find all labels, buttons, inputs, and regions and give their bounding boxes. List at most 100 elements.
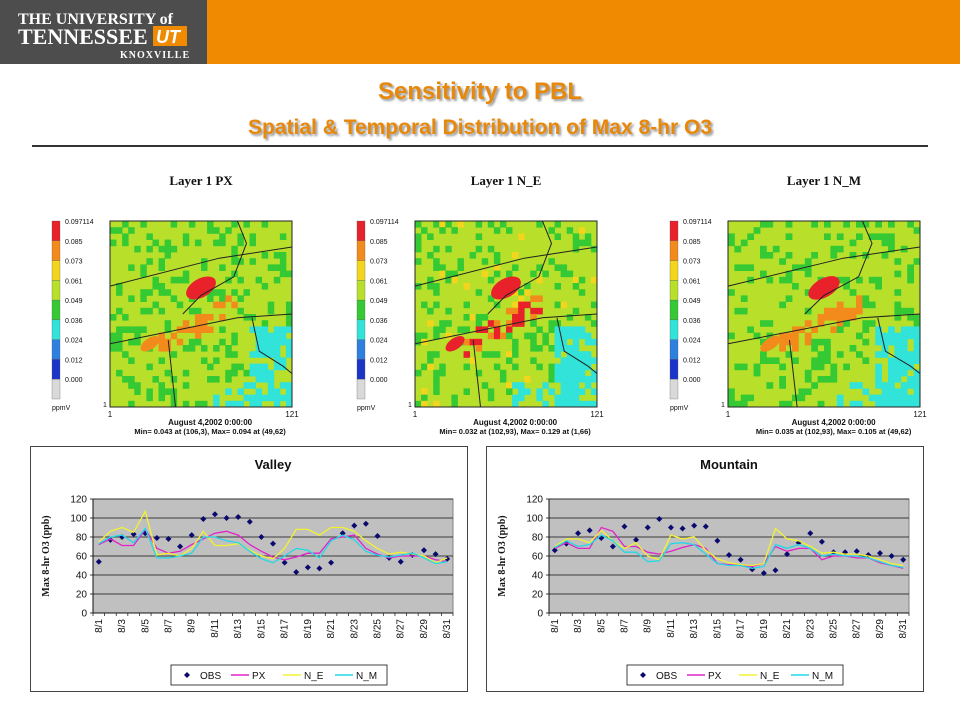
map-cell — [798, 264, 806, 271]
y-axis-label: Max 8-hr O3 (ppb) — [41, 515, 52, 596]
map-cell — [158, 264, 165, 271]
colorbar-label: 0.000 — [65, 377, 83, 384]
map-cell — [481, 351, 489, 358]
map-cell — [225, 351, 232, 358]
map-cell — [213, 376, 220, 383]
map-cell — [194, 326, 202, 333]
map-cell — [451, 270, 458, 278]
x-tick-label: 8/7 — [619, 619, 630, 633]
colorbar-swatch — [356, 260, 366, 281]
map-cell — [512, 351, 519, 358]
map-cell — [572, 245, 580, 253]
map-cell — [255, 351, 263, 358]
map-cell — [572, 239, 580, 247]
colorbar-label: 0.097114 — [370, 219, 399, 226]
state-boundary — [727, 246, 921, 287]
map-cell — [856, 400, 863, 408]
map-cell — [255, 338, 263, 346]
data-point-obs — [130, 531, 137, 538]
map-cell — [554, 221, 561, 228]
map-cell — [219, 264, 226, 271]
map-cell — [536, 221, 543, 228]
map-cell — [255, 276, 263, 284]
map-cell — [584, 239, 592, 247]
map-cell — [530, 307, 537, 315]
data-point-obs — [772, 567, 779, 574]
map-cell — [140, 289, 147, 296]
map-cell — [469, 314, 477, 321]
map-cell — [907, 276, 914, 284]
map-cell — [134, 245, 141, 253]
logo-mark: UT — [156, 27, 182, 47]
map-cell — [868, 276, 876, 284]
map-cell — [255, 400, 263, 408]
x-tick-label: 8/21 — [326, 619, 337, 639]
map-cell — [134, 338, 141, 346]
map-cell — [475, 245, 483, 253]
map-cell — [267, 307, 275, 315]
map-cell — [427, 320, 434, 327]
map-cell — [548, 388, 555, 395]
map-cell — [164, 369, 172, 377]
map-cell — [182, 239, 190, 247]
colorbar-swatch — [51, 359, 61, 380]
colorbar-label: 0.012 — [370, 357, 388, 364]
map-cell — [506, 357, 513, 364]
map-cell — [415, 258, 422, 265]
map-cell — [875, 382, 882, 389]
map-cell — [785, 270, 793, 278]
map-cell — [128, 382, 135, 389]
map-cell — [194, 338, 202, 346]
map-cell — [164, 326, 172, 333]
map-cell — [285, 320, 293, 327]
data-point-obs — [211, 511, 218, 518]
colorbar-swatch — [356, 379, 366, 400]
map-cell — [811, 252, 818, 259]
map-cell — [824, 376, 831, 383]
map-cell — [110, 332, 117, 340]
map-cell — [237, 388, 244, 395]
map-cell — [524, 388, 531, 395]
map-cell — [188, 221, 196, 228]
map-cell — [427, 363, 434, 371]
map-cell — [188, 307, 196, 315]
map-cell — [888, 239, 895, 247]
logo-line2: TENNESSEE — [18, 24, 148, 49]
map-cell — [913, 400, 921, 408]
colorbar-swatch — [356, 299, 366, 321]
map-cell — [427, 307, 434, 315]
map-cell — [158, 338, 165, 346]
x-tick-label: 8/15 — [712, 619, 723, 639]
series-line-px — [98, 528, 448, 563]
map-cell — [830, 252, 838, 259]
map-cell — [824, 314, 831, 321]
map-x-max-label: 121 — [913, 410, 927, 419]
map-cell — [830, 363, 838, 371]
map-cell — [554, 351, 561, 358]
map-cell — [170, 221, 178, 228]
map-cell — [849, 239, 857, 247]
x-tick-label: 8/15 — [256, 619, 267, 639]
map-x-max-label: 121 — [590, 410, 604, 419]
colorbar-label: 0.049 — [683, 298, 701, 305]
map-cell — [913, 357, 921, 364]
map-cell — [451, 276, 458, 284]
map-cell — [439, 270, 446, 278]
map-cell — [888, 326, 895, 333]
legend-label: N_E — [304, 671, 324, 682]
map-cell — [566, 394, 574, 402]
map-cell — [572, 376, 580, 383]
map-cell — [856, 301, 863, 309]
x-tick-label: 8/1 — [94, 619, 105, 633]
map-cell — [231, 351, 238, 358]
map-cell — [439, 363, 446, 371]
state-boundary — [727, 313, 921, 345]
map-cell — [128, 227, 135, 234]
map-cell — [524, 301, 531, 309]
map-cell — [249, 382, 256, 389]
colorbar-label: 0.036 — [65, 318, 83, 325]
map-cell — [201, 345, 208, 352]
map-cell — [728, 400, 735, 408]
map-cell — [261, 283, 269, 290]
map-cell — [493, 332, 501, 340]
